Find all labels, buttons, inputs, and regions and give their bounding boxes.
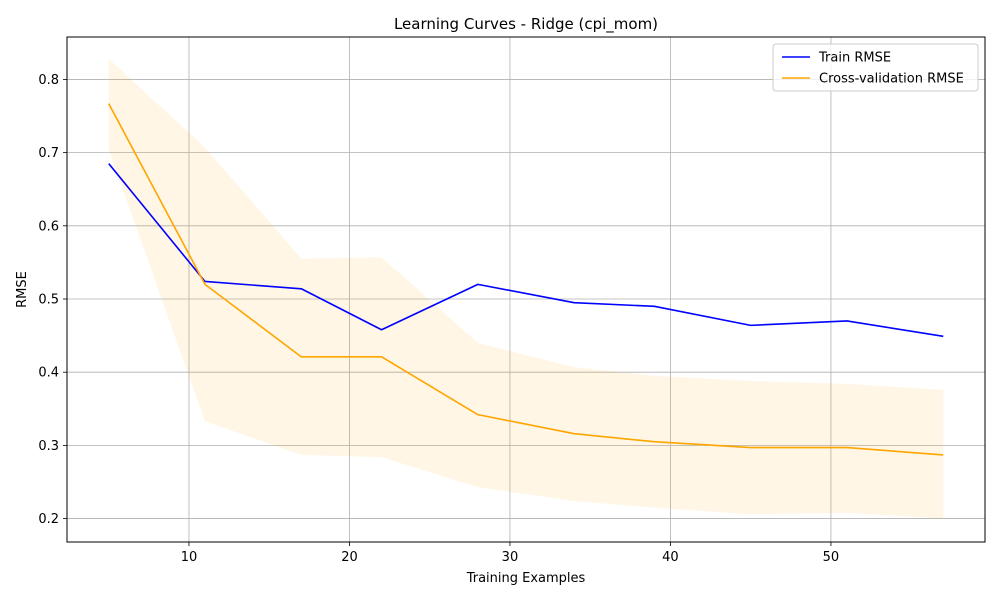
x-tick-label: 50 [823, 550, 840, 565]
y-tick-label: 0.7 [38, 146, 59, 161]
y-axis-title: RMSE [15, 271, 30, 308]
x-tick-label: 10 [181, 550, 198, 565]
y-tick-label: 0.3 [38, 439, 59, 454]
y-tick-label: 0.2 [38, 512, 59, 527]
x-tick-label: 30 [502, 550, 519, 565]
axis-ticks: 10 20 30 40 50 0.2 0.3 0.4 0.5 0.6 0.7 0.8 [38, 73, 839, 565]
x-axis-title: Training Examples [466, 571, 586, 586]
cv-rmse-line [108, 103, 944, 456]
grid [67, 37, 985, 542]
plot-frame [66, 36, 986, 543]
x-tick-label: 40 [662, 550, 679, 565]
y-tick-label: 0.4 [38, 366, 59, 381]
chart-title: Learning Curves - Ridge (cpi_mom) [394, 15, 658, 34]
series-lines [108, 103, 944, 456]
legend: Train RMSE Cross-validation RMSE [772, 43, 979, 92]
y-tick-label: 0.5 [38, 293, 59, 308]
train-rmse-line [108, 163, 944, 338]
legend-label-cv: Cross-validation RMSE [819, 72, 964, 87]
legend-label-train: Train RMSE [818, 51, 891, 66]
confidence-bands [108, 58, 944, 519]
y-tick-label: 0.6 [38, 219, 59, 234]
legend-box [772, 43, 979, 92]
cv-std-band [108, 58, 944, 519]
x-tick-label: 20 [341, 550, 358, 565]
y-tick-label: 0.8 [38, 73, 59, 88]
